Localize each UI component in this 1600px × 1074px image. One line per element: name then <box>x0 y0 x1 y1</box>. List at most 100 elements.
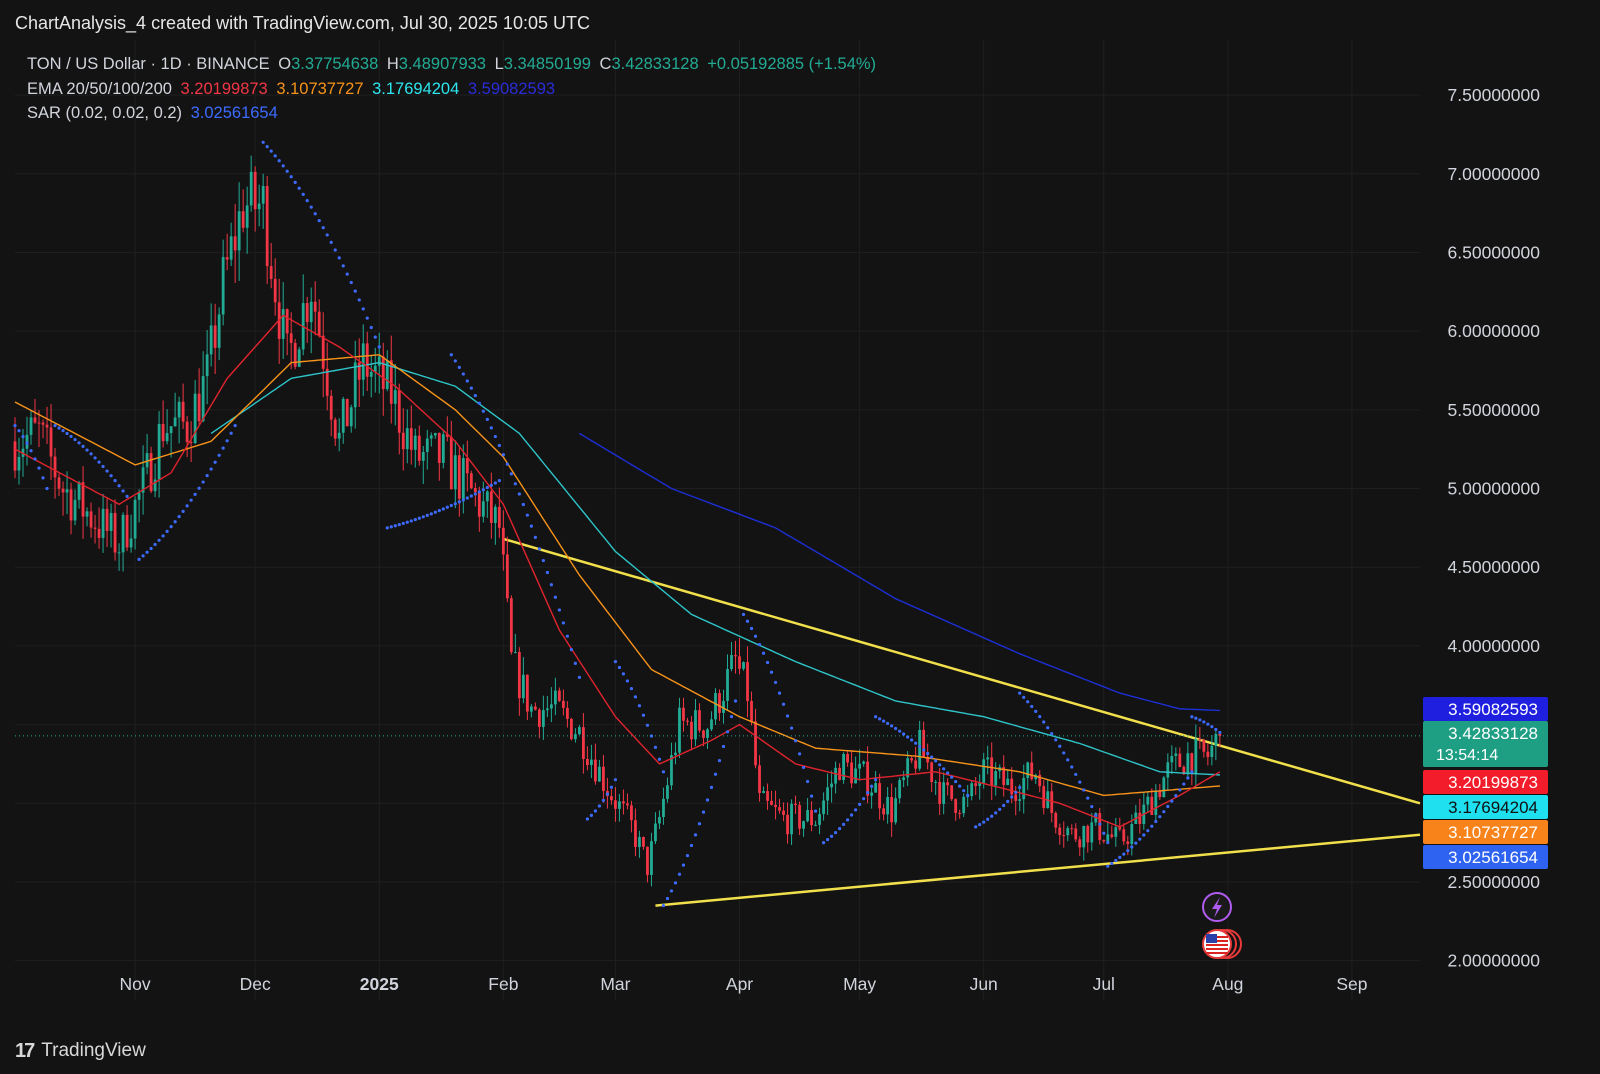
trendlines[interactable] <box>503 537 1421 907</box>
sar-dot <box>169 525 173 529</box>
sar-dot <box>141 554 145 558</box>
sar-dot <box>229 431 233 435</box>
candle-body <box>1038 774 1042 787</box>
candle-body <box>698 710 701 731</box>
sar-dot <box>173 520 177 524</box>
time-tick-label: Jun <box>970 974 998 994</box>
price-tag-ema50-text: 3.10737727 <box>1448 823 1538 842</box>
candle-body <box>129 538 133 548</box>
legend-sar-value: 3.02561654 <box>190 104 278 122</box>
sar-dot <box>625 679 630 683</box>
sar-dot <box>105 469 109 473</box>
candle-body <box>714 693 717 720</box>
sar-dot <box>589 813 594 817</box>
sar-dot <box>225 439 229 443</box>
candle-body <box>565 707 569 719</box>
sar-dot <box>37 466 41 470</box>
sar-dot <box>397 523 401 527</box>
candle-body <box>706 729 709 738</box>
sar-dot <box>321 226 325 230</box>
sar-dot <box>297 186 301 190</box>
sar-dot <box>942 767 946 771</box>
event-icons[interactable] <box>1202 892 1242 959</box>
sar-dot <box>449 503 453 508</box>
candle-body <box>830 783 833 788</box>
sar-dot <box>289 175 293 179</box>
candle-body <box>738 656 741 669</box>
legend-close-value: 3.42833128 <box>611 55 699 73</box>
candle-body <box>702 730 705 738</box>
price-tag-ema200-text: 3.59082593 <box>1448 700 1538 719</box>
candle-body <box>121 514 125 553</box>
candle-body <box>345 398 349 427</box>
time-axis[interactable]: Nov Dec 2025 Feb Mar Apr May Jun Jul Aug Sep <box>120 974 1368 994</box>
chart-legend: TON / US Dollar · 1D · BINANCE O3.377546… <box>27 52 880 126</box>
trendline-resistance[interactable] <box>503 537 1421 805</box>
trendline-support[interactable] <box>655 833 1421 907</box>
sar-dot <box>1122 852 1126 856</box>
candle-body <box>313 301 317 312</box>
sar-dot <box>825 837 830 842</box>
sar-dot <box>990 814 994 818</box>
sar-dot <box>1146 829 1150 833</box>
candle-body <box>694 710 697 740</box>
candle-body <box>401 432 405 450</box>
time-tick-label: Jul <box>1093 974 1115 994</box>
sar-dot <box>21 434 25 439</box>
sar-dot <box>541 558 545 563</box>
candle-body <box>934 781 938 783</box>
sar-dot <box>785 714 790 718</box>
candle-body <box>610 796 613 801</box>
sar-dot <box>729 715 734 719</box>
candle-body <box>1102 839 1106 842</box>
sar-dot <box>713 772 718 776</box>
sar-dot <box>998 807 1002 811</box>
sar-dot <box>1054 738 1058 742</box>
candle-body <box>642 837 645 847</box>
candle-body <box>646 846 649 875</box>
sar-dot <box>886 721 890 726</box>
candle-body <box>622 801 625 804</box>
candle-body <box>441 434 445 463</box>
us-flag-icon[interactable] <box>1202 929 1242 959</box>
legend-ema-label[interactable]: EMA 20/50/100/200 <box>27 79 172 98</box>
legend-low-label: L <box>494 55 504 73</box>
legend-ema50-value: 3.10737727 <box>276 79 364 98</box>
candle-body <box>946 782 950 786</box>
sar-dot <box>685 853 690 858</box>
candle-body <box>726 669 729 701</box>
price-tag-sar-text: 3.02561654 <box>1448 848 1538 867</box>
sar-dot <box>425 513 429 517</box>
candle-body <box>97 528 101 538</box>
sar-dot <box>341 264 345 268</box>
sar-dot <box>513 482 517 486</box>
candle-body <box>690 721 693 740</box>
sar-dot <box>898 729 902 733</box>
sar-dot <box>962 789 966 793</box>
candle-body <box>798 805 801 829</box>
sar-dot <box>1170 799 1174 803</box>
sar-dot <box>97 460 101 464</box>
sar-dot <box>669 889 674 893</box>
candle-body <box>1098 813 1102 840</box>
candle-body <box>658 817 661 824</box>
legend-symbol[interactable]: TON / US Dollar · 1D · BINANCE <box>27 55 270 73</box>
lightning-icon[interactable] <box>1202 892 1232 922</box>
price-axis[interactable]: 7.50000000 7.00000000 6.50000000 6.00000000… <box>1448 85 1541 971</box>
legend-sar-label[interactable]: SAR (0.02, 0.02, 0.2) <box>27 104 183 122</box>
candle-body <box>557 690 561 701</box>
sar-dot <box>529 524 533 528</box>
sar-dot <box>938 763 942 767</box>
sar-dot <box>849 813 854 817</box>
sar-dot <box>537 547 541 551</box>
candle-body <box>614 800 617 809</box>
candle-body <box>393 390 397 404</box>
candle-body <box>670 755 673 786</box>
sar-dot <box>65 431 69 436</box>
candle-body <box>433 432 437 436</box>
candle-body <box>437 432 441 463</box>
sar-dot <box>657 757 662 761</box>
sar-dot <box>165 529 169 533</box>
sar-dot <box>797 752 802 756</box>
